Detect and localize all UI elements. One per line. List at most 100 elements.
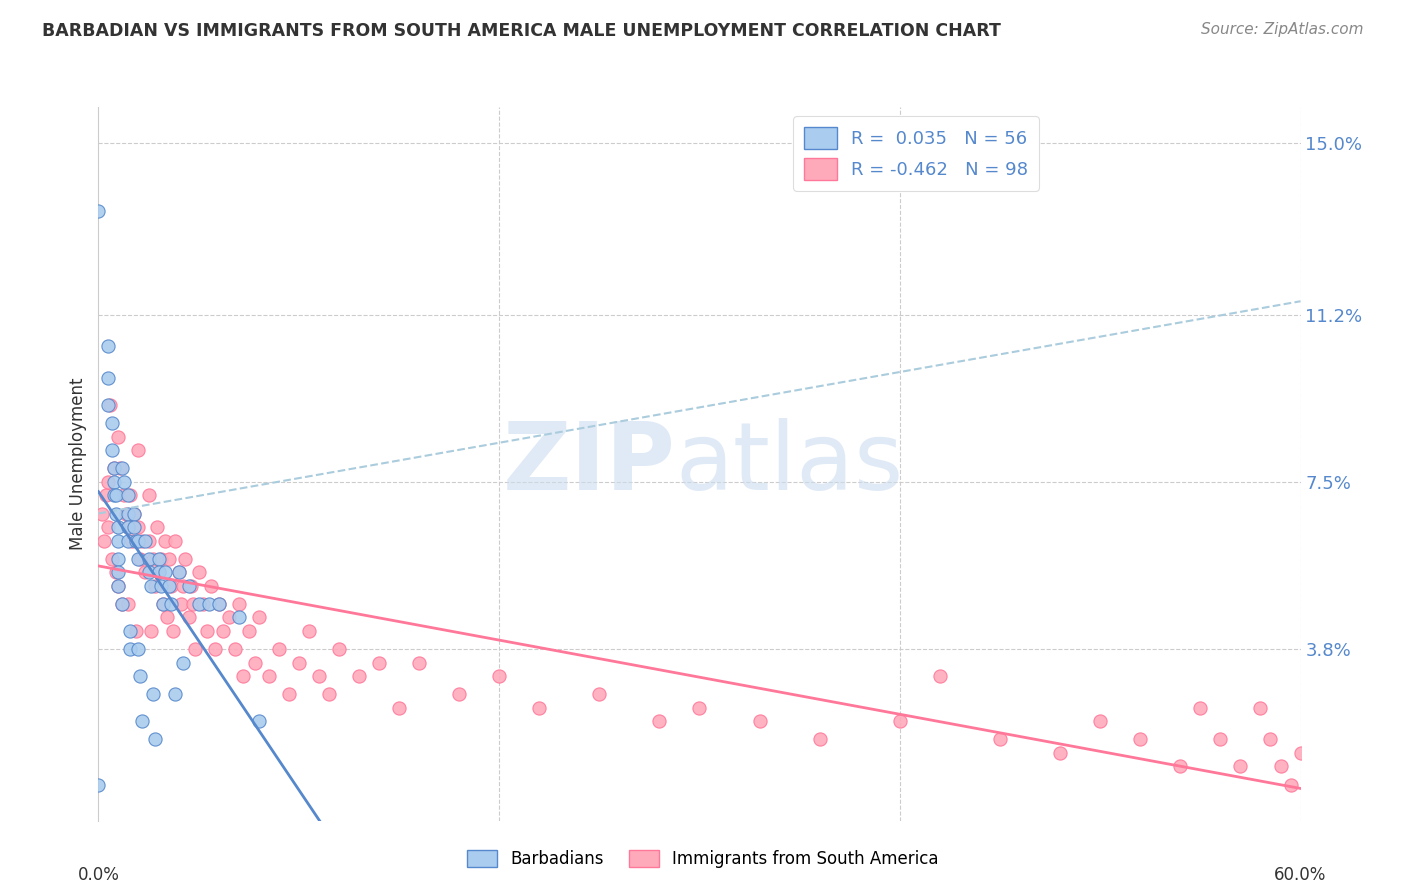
Point [129, 669, 152, 683]
Point [101, 416, 124, 430]
Point [1260, 732, 1282, 747]
Point [211, 624, 233, 638]
Point [187, 566, 209, 580]
Point [247, 610, 270, 624]
Point [124, 507, 146, 521]
Point [145, 520, 167, 534]
Point [163, 533, 186, 548]
Point [152, 597, 174, 611]
Point [159, 597, 181, 611]
Point [1209, 732, 1232, 747]
Point [191, 597, 214, 611]
Point [243, 656, 266, 670]
Point [172, 579, 194, 593]
Point [1189, 700, 1212, 714]
Point [101, 551, 124, 566]
Point [107, 551, 129, 566]
Point [180, 579, 202, 593]
Point [318, 687, 340, 701]
Point [103, 461, 125, 475]
Point [1129, 732, 1152, 747]
Point [153, 566, 176, 580]
Point [1088, 714, 1111, 729]
Point [97, 371, 120, 385]
Point [195, 624, 218, 638]
Point [128, 642, 150, 657]
Point [120, 624, 142, 638]
Y-axis label: Male Unemployment: Male Unemployment [69, 377, 87, 550]
Point [648, 714, 671, 729]
Point [447, 687, 470, 701]
Point [183, 642, 205, 657]
Point [187, 597, 209, 611]
Point [138, 551, 160, 566]
Point [408, 656, 430, 670]
Point [141, 551, 163, 566]
Point [148, 551, 170, 566]
Point [128, 533, 150, 548]
Point [181, 597, 204, 611]
Point [1289, 746, 1312, 760]
Point [134, 533, 156, 548]
Point [149, 551, 172, 566]
Point [111, 461, 134, 475]
Point [929, 669, 952, 683]
Point [1270, 759, 1292, 773]
Point [267, 642, 290, 657]
Point [148, 566, 170, 580]
Point [103, 461, 125, 475]
Point [105, 566, 128, 580]
Point [97, 520, 120, 534]
Point [748, 714, 770, 729]
Point [131, 533, 153, 548]
Point [208, 597, 231, 611]
Point [124, 507, 146, 521]
Point [163, 687, 186, 701]
Point [139, 624, 162, 638]
Point [105, 507, 128, 521]
Point [228, 610, 250, 624]
Point [128, 520, 150, 534]
Point [117, 597, 139, 611]
Point [117, 520, 139, 534]
Legend: Barbadians, Immigrants from South America: Barbadians, Immigrants from South Americ… [461, 843, 945, 875]
Point [139, 579, 162, 593]
Point [105, 488, 128, 502]
Point [988, 732, 1011, 747]
Point [128, 551, 150, 566]
Text: 0.0%: 0.0% [77, 866, 120, 884]
Point [87, 203, 110, 218]
Point [138, 566, 160, 580]
Point [167, 566, 190, 580]
Point [159, 579, 181, 593]
Point [141, 687, 163, 701]
Point [529, 700, 551, 714]
Point [103, 488, 125, 502]
Point [224, 642, 246, 657]
Point [1170, 759, 1192, 773]
Point [103, 475, 125, 489]
Point [87, 777, 110, 791]
Point [134, 566, 156, 580]
Point [117, 533, 139, 548]
Point [91, 507, 114, 521]
Point [167, 566, 190, 580]
Point [889, 714, 911, 729]
Point [328, 642, 350, 657]
Point [157, 551, 180, 566]
Point [124, 520, 146, 534]
Point [298, 624, 321, 638]
Point [157, 579, 180, 593]
Point [488, 669, 510, 683]
Point [368, 656, 391, 670]
Point [1279, 777, 1302, 791]
Point [114, 475, 136, 489]
Text: ZIP: ZIP [502, 417, 675, 510]
Point [128, 443, 150, 458]
Point [111, 597, 134, 611]
Point [149, 579, 172, 593]
Point [117, 520, 139, 534]
Point [153, 533, 176, 548]
Point [238, 624, 260, 638]
Point [208, 597, 231, 611]
